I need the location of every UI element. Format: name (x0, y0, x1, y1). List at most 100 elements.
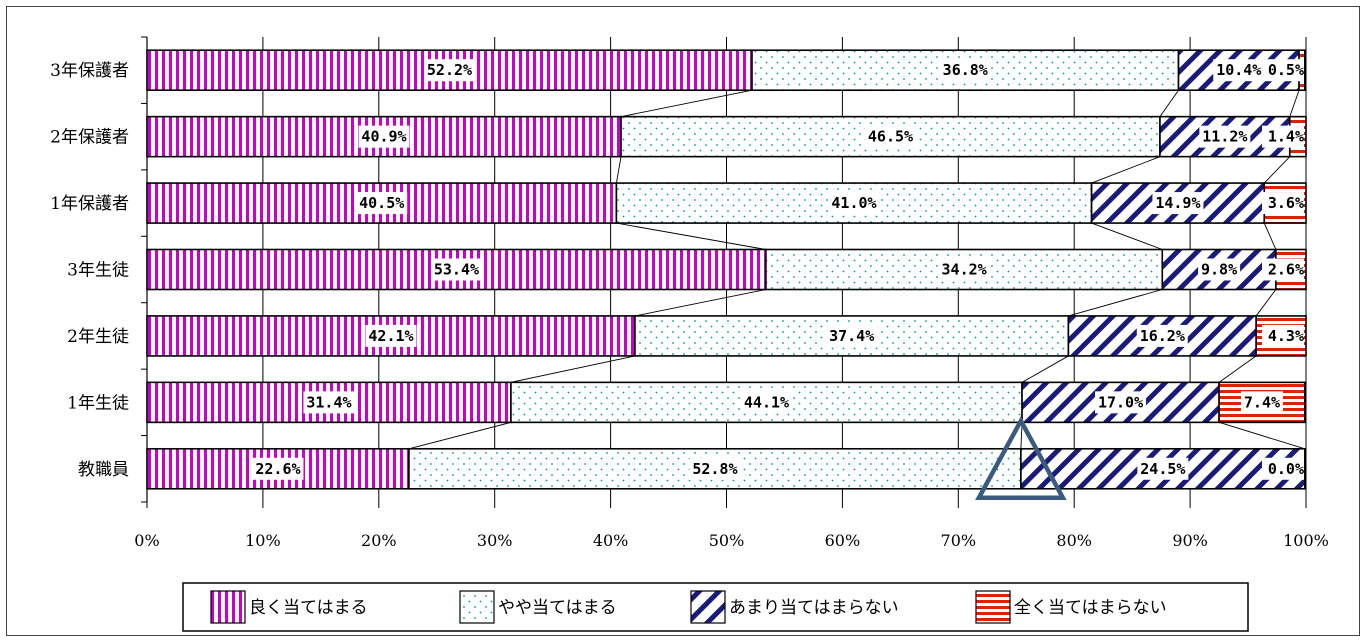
series-line (1255, 289, 1277, 317)
x-tick-label: 40% (593, 531, 629, 550)
series-line (510, 355, 636, 383)
series-line (1263, 222, 1277, 250)
legend-swatch-- (690, 590, 726, 624)
data-label-bg (303, 391, 355, 414)
data-label: 2.6% (1268, 261, 1304, 279)
chart-frame (6, 6, 1360, 636)
series-line (1218, 421, 1305, 450)
legend-label: 全く当てはまらない (1014, 598, 1167, 618)
legend: 良く当てはまる やや当てはまる あまり当てはまらない 全く当てはまらない (182, 582, 1249, 632)
data-label-bg (423, 59, 475, 82)
data-label: 0.0% (1268, 460, 1304, 478)
x-tick-label: 60% (825, 531, 861, 550)
data-label: 37.4% (829, 327, 874, 345)
data-label-bg (1262, 457, 1304, 480)
data-label: 24.5% (1140, 460, 1185, 478)
series-lines (408, 89, 1305, 450)
data-label-bg (1136, 324, 1188, 347)
x-tick-label: 10% (245, 531, 281, 550)
data-label: 46.5% (868, 128, 913, 146)
axes: 0% 10% 20% 30% 40% 50% 60% 70% 80% 90% 100% 3年保護者 2年… (50, 36, 1329, 550)
data-label-bg (689, 457, 741, 480)
data-label: 44.1% (744, 393, 789, 411)
data-label-bg (939, 59, 991, 82)
data-label: 40.5% (359, 194, 404, 212)
legend-swatch-- (459, 590, 495, 624)
category-label: 3年生徒 (67, 261, 129, 281)
data-label-bg (1262, 324, 1304, 347)
series-line (615, 156, 622, 184)
series-line (1091, 156, 1161, 184)
x-tick-label: 70% (941, 531, 977, 550)
data-label-bg (740, 391, 792, 414)
bars: 52.2% 36.8% 10.4% 0.5% 40.9% 46.5% 11.2% 1.4% 40… (146, 49, 1307, 490)
data-label: 34.2% (942, 261, 987, 279)
data-label-bg (1152, 192, 1204, 215)
series-line (1218, 355, 1257, 383)
x-tick-label: 20% (361, 531, 397, 550)
x-tick-label: 0% (134, 531, 159, 550)
x-tick-label: 80% (1056, 531, 1092, 550)
data-label-bg (1262, 258, 1304, 281)
data-label-bg (1095, 391, 1147, 414)
x-tick-label: 90% (1172, 531, 1208, 550)
data-label: 52.2% (427, 61, 472, 79)
series-line (1159, 89, 1179, 117)
series-line (620, 89, 753, 118)
data-label-bg (1213, 59, 1265, 82)
data-label-bg (430, 258, 482, 281)
data-label: 31.4% (306, 393, 351, 411)
data-label-bg (1262, 125, 1304, 148)
bar-- (146, 248, 767, 291)
category-label: 1年生徒 (67, 393, 129, 413)
data-label: 11.2% (1202, 128, 1247, 146)
data-label-bg (1240, 391, 1283, 414)
series-line (1091, 222, 1163, 250)
x-tick-label: 30% (477, 531, 513, 550)
legend-swatch-- (975, 590, 1011, 624)
category-label: 3年保護者 (50, 61, 129, 81)
x-tick-label: 100% (1283, 531, 1329, 550)
data-label-bg (252, 457, 304, 480)
annotation-triangle (975, 416, 1067, 501)
data-label-bg (1198, 258, 1241, 281)
data-label: 16.2% (1140, 327, 1185, 345)
data-label: 7.4% (1244, 393, 1280, 411)
series-line (616, 222, 766, 250)
legend-label: 良く当てはまる (249, 598, 368, 618)
annotation (975, 416, 1067, 501)
series-line (1289, 90, 1300, 117)
x-tick-label: 50% (709, 531, 745, 550)
data-label-bg (365, 324, 417, 347)
legend-label: あまり当てはまらない (729, 598, 899, 618)
data-label-bg (358, 125, 410, 148)
data-label: 40.9% (361, 128, 406, 146)
data-label: 41.0% (831, 194, 876, 212)
data-label: 53.4% (434, 261, 479, 279)
category-label: 教職員 (78, 460, 129, 480)
data-label-bg (1137, 457, 1189, 480)
data-label-bg (356, 192, 408, 215)
data-label-bg (1262, 192, 1304, 215)
series-line (408, 421, 512, 450)
category-label: 1年保護者 (50, 194, 129, 214)
legend-swatch-- (210, 590, 246, 624)
data-label: 14.9% (1155, 194, 1200, 212)
data-label: 36.8% (943, 61, 988, 79)
data-label-bg (938, 258, 990, 281)
data-label: 17.0% (1098, 393, 1143, 411)
data-label: 42.1% (368, 327, 413, 345)
category-label: 2年生徒 (67, 327, 129, 347)
data-label-bg (828, 192, 880, 215)
series-line (1021, 355, 1069, 383)
data-label: 3.6% (1268, 194, 1304, 212)
data-label: 52.8% (692, 460, 737, 478)
series-line (634, 289, 766, 317)
data-label: 0.5% (1268, 61, 1304, 79)
legend-label: やや当てはまる (498, 598, 617, 618)
data-label: 10.4% (1216, 61, 1261, 79)
data-label: 1.4% (1268, 128, 1304, 146)
series-line (1263, 156, 1291, 184)
category-label: 2年保護者 (50, 128, 129, 148)
